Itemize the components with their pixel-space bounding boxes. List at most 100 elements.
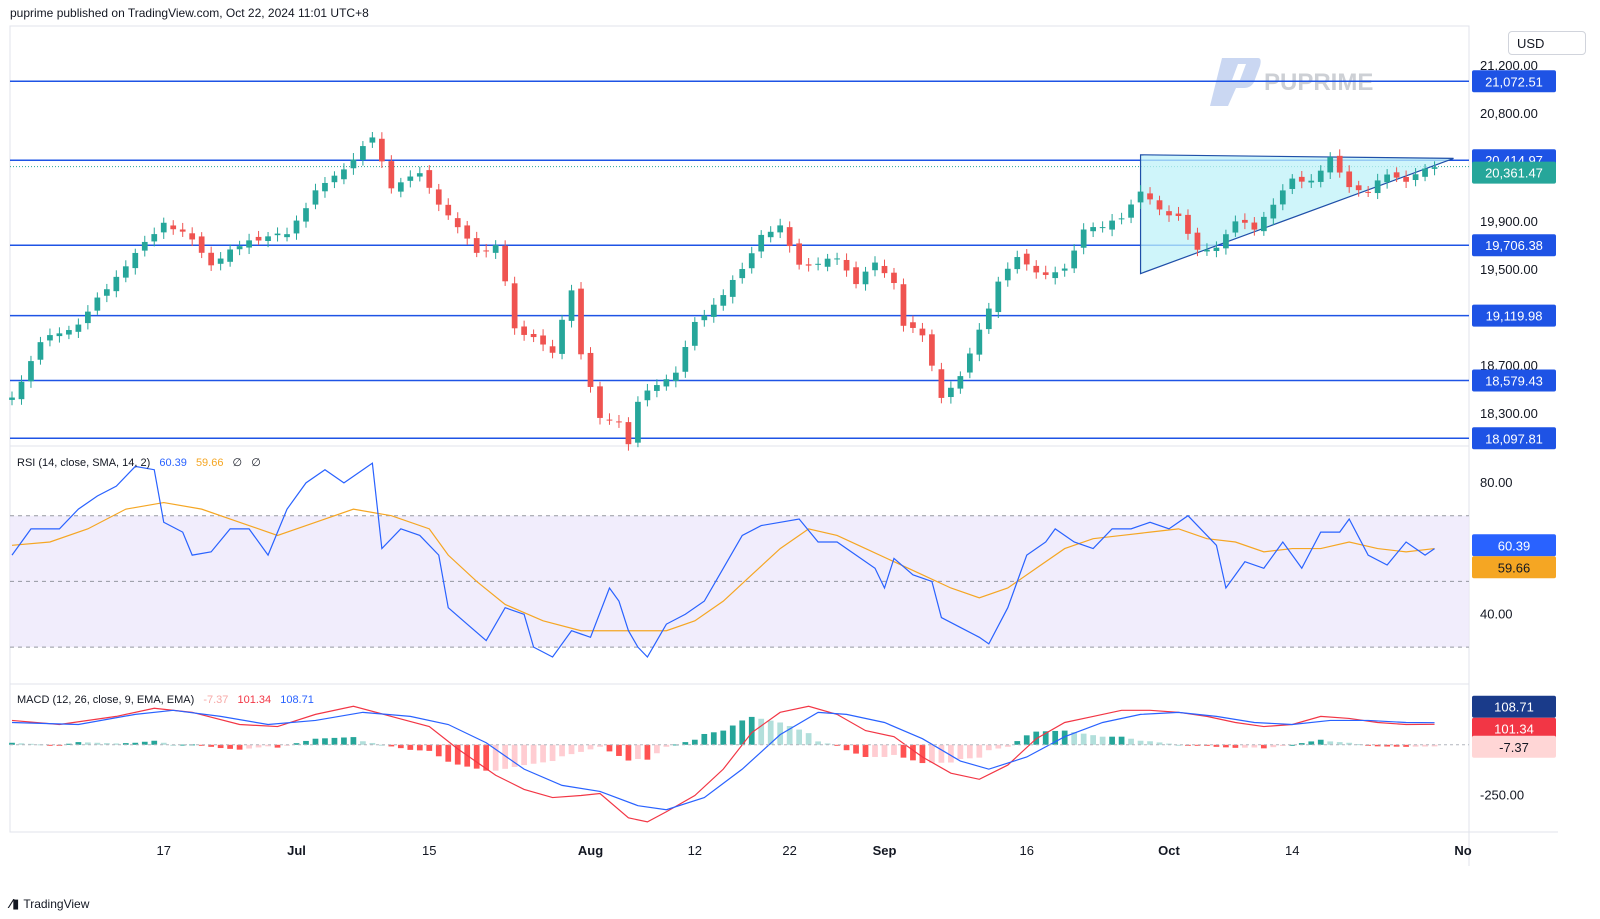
macd-hist-bar	[113, 743, 120, 745]
candle-body	[872, 262, 878, 271]
candle	[454, 212, 461, 234]
candle-body	[227, 249, 233, 262]
candle	[625, 417, 632, 451]
candle	[1185, 209, 1191, 240]
candle-body	[1099, 227, 1106, 229]
macd-hist-bar	[995, 744, 1002, 749]
candle	[1147, 187, 1153, 205]
candle	[985, 302, 992, 334]
candle-body	[1166, 211, 1172, 216]
macd-hist-bar	[710, 732, 717, 745]
macd-hist-bar	[843, 744, 850, 751]
candle-body	[919, 328, 926, 336]
candle-body	[1090, 227, 1096, 232]
candle-body	[739, 269, 746, 279]
candle-body	[66, 330, 72, 335]
candle-body	[293, 220, 300, 234]
macd-hist-bar	[198, 744, 205, 746]
candle	[388, 155, 395, 194]
candle	[435, 183, 442, 212]
candle-body	[1260, 216, 1267, 232]
candle	[198, 232, 205, 259]
macd-pane[interactable]	[9, 683, 1470, 833]
candle-body	[1308, 180, 1315, 183]
candle	[341, 163, 347, 185]
candle	[28, 355, 34, 388]
candle	[103, 283, 110, 303]
candle-body	[663, 379, 670, 387]
macd-hist-bar	[407, 744, 414, 750]
candle	[1099, 221, 1106, 233]
candle-body	[189, 233, 196, 240]
candle	[834, 252, 840, 265]
macd-hist-bar	[246, 744, 252, 749]
candle	[815, 257, 821, 271]
price-tick-label: 19,900.00	[1480, 214, 1538, 229]
candle	[170, 220, 177, 235]
candle-body	[1023, 253, 1030, 265]
macd-hist-bar	[530, 744, 537, 764]
level-label-3: 19,119.98	[1472, 304, 1556, 327]
candle	[691, 317, 698, 351]
candle	[1260, 211, 1267, 236]
candle	[1090, 222, 1096, 238]
candle	[189, 227, 196, 247]
candle-body	[1213, 247, 1220, 252]
candle	[1033, 260, 1040, 279]
time-tick-label: Aug	[578, 843, 603, 858]
macd-hist-bar	[350, 737, 357, 745]
hist-value-label: -7.37	[1472, 735, 1556, 758]
candle-body	[1147, 193, 1153, 200]
macd-hist-bar	[985, 744, 992, 751]
currency-selector[interactable]: USD	[1508, 31, 1586, 55]
candle-body	[1080, 229, 1087, 248]
tradingview-logo-icon: ⁄▮	[10, 896, 20, 911]
candle-body	[1242, 219, 1248, 223]
macd-hist-bar	[891, 744, 897, 755]
candle	[976, 323, 983, 362]
macd-hist-bar	[255, 744, 262, 748]
hist-value-label-bg	[1472, 735, 1556, 758]
candle-body	[767, 231, 774, 238]
candle-body	[1118, 218, 1125, 220]
macd-hist-bar	[473, 744, 480, 769]
candle-body	[1042, 272, 1049, 275]
candle-body	[672, 372, 679, 381]
candle	[1431, 161, 1438, 176]
candle	[1080, 223, 1087, 255]
macd-value-label: 101.34	[1472, 717, 1556, 740]
candle-body	[843, 259, 850, 271]
candle-body	[1403, 176, 1409, 182]
level-label-2-bg	[1472, 234, 1556, 257]
macd-hist-bar	[397, 744, 404, 749]
macd-hist-bar	[767, 720, 774, 745]
rsi-ma-value-label-bg	[1472, 556, 1556, 579]
macd-hist-bar	[938, 744, 945, 763]
macd-hist-bar	[625, 744, 632, 761]
candle-body	[635, 401, 641, 443]
macd-hist-bar	[834, 744, 840, 746]
price-tick-label: 18,300.00	[1480, 406, 1538, 421]
candle	[360, 141, 366, 166]
hist-value-label-text: -7.37	[1499, 740, 1529, 755]
candle	[966, 347, 973, 379]
candle	[492, 240, 499, 259]
candle	[1422, 164, 1428, 182]
candle-body	[995, 281, 1002, 313]
price-pane[interactable]	[9, 25, 1470, 447]
macd-hist-bar	[1336, 742, 1343, 745]
candle	[511, 276, 518, 335]
time-tick-label: 22	[782, 843, 796, 858]
candle	[929, 329, 935, 372]
candle	[644, 383, 651, 407]
level-label-2: 19,706.38	[1472, 234, 1556, 257]
macd-hist-bar	[691, 739, 698, 745]
candle	[66, 325, 72, 340]
candle-body	[122, 266, 129, 278]
signal-value-label-text: 108.71	[1494, 700, 1534, 715]
rsi-value-label: 60.39	[1472, 534, 1556, 557]
candle-body	[454, 218, 461, 228]
candle-body	[170, 225, 177, 230]
candle-body	[388, 161, 395, 189]
macd-hist-bar	[160, 742, 167, 745]
